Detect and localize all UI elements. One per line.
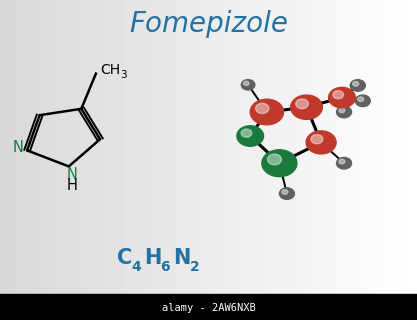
Text: 4: 4 bbox=[132, 260, 141, 274]
Text: H: H bbox=[144, 248, 161, 268]
Text: N: N bbox=[13, 140, 23, 155]
Circle shape bbox=[355, 95, 370, 107]
Text: alamy - 2AW6NXB: alamy - 2AW6NXB bbox=[162, 303, 255, 313]
Circle shape bbox=[339, 159, 345, 164]
Circle shape bbox=[353, 82, 359, 86]
Circle shape bbox=[241, 80, 255, 90]
Circle shape bbox=[350, 80, 365, 91]
Circle shape bbox=[296, 99, 309, 109]
Circle shape bbox=[250, 99, 284, 125]
Text: 2: 2 bbox=[190, 260, 199, 274]
Circle shape bbox=[306, 131, 336, 154]
Text: C: C bbox=[117, 248, 132, 268]
Circle shape bbox=[329, 87, 355, 108]
Text: H: H bbox=[67, 178, 78, 193]
Circle shape bbox=[337, 106, 352, 118]
Circle shape bbox=[256, 103, 269, 114]
Circle shape bbox=[337, 157, 352, 169]
Circle shape bbox=[311, 135, 323, 144]
Text: 6: 6 bbox=[161, 260, 170, 274]
Text: 3: 3 bbox=[120, 69, 127, 80]
Text: N: N bbox=[173, 248, 191, 268]
Bar bbox=[0, 294, 417, 320]
Circle shape bbox=[244, 81, 249, 85]
Text: Fomepizole: Fomepizole bbox=[129, 10, 288, 38]
Text: N: N bbox=[67, 167, 78, 182]
Circle shape bbox=[282, 190, 288, 194]
Circle shape bbox=[241, 129, 252, 137]
Circle shape bbox=[291, 95, 322, 119]
Circle shape bbox=[237, 126, 264, 146]
Circle shape bbox=[262, 150, 297, 177]
Circle shape bbox=[333, 91, 344, 99]
Text: CH: CH bbox=[100, 63, 120, 77]
Circle shape bbox=[279, 188, 294, 199]
Circle shape bbox=[339, 108, 345, 113]
Circle shape bbox=[267, 154, 281, 165]
Circle shape bbox=[358, 97, 364, 101]
